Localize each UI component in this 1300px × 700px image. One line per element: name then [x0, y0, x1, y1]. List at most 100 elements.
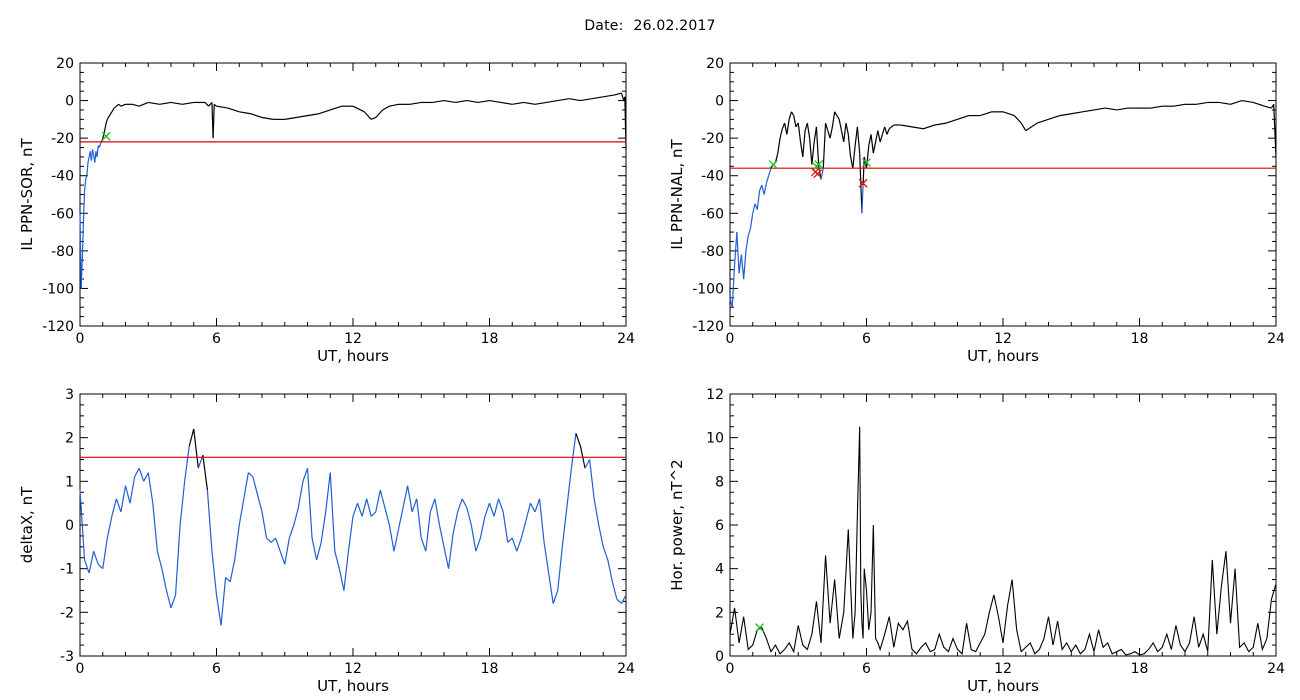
y-tick-label: 0 — [715, 649, 724, 665]
x-tick-label: 6 — [862, 331, 871, 347]
marker-red — [858, 178, 868, 188]
series-line-segment — [105, 119, 108, 124]
series-line-segment — [523, 101, 536, 105]
y-tick-label: -2 — [60, 605, 74, 621]
series-line-segment — [738, 254, 742, 274]
x-tick-label: 18 — [1131, 661, 1149, 677]
x-tick-label: 12 — [344, 661, 362, 677]
y-tick-label: 8 — [715, 474, 724, 490]
series-line-segment — [763, 183, 767, 195]
series-line-segment — [212, 104, 215, 139]
plot-frame — [79, 393, 627, 657]
series-line-segment — [602, 546, 609, 561]
series-line-segment — [429, 498, 436, 513]
marker-stroke — [768, 159, 778, 169]
series-line-segment — [138, 101, 149, 107]
series-line-segment — [790, 111, 795, 116]
series-line-segment — [161, 568, 168, 591]
series-line-segment — [815, 126, 820, 167]
series-line-segment — [797, 123, 802, 142]
series-line-segment — [261, 511, 268, 539]
series-line-segment — [870, 134, 874, 154]
series-line-segment — [129, 476, 136, 504]
series-line-segment — [384, 507, 390, 526]
x-tick-label: 0 — [76, 331, 85, 347]
y-tick-label: -3 — [60, 649, 74, 665]
series-line-segment — [91, 149, 95, 156]
series-line-segment — [580, 98, 592, 102]
series-line-segment — [520, 520, 527, 539]
series-line-segment — [911, 126, 924, 130]
series-line-segment — [170, 101, 183, 105]
series-line-segment — [502, 511, 509, 543]
series-line-segment — [239, 111, 251, 115]
series-line-segment — [548, 572, 554, 604]
series-line-segment — [370, 116, 376, 120]
series-line-segment — [768, 168, 772, 176]
series-line-segment — [389, 103, 399, 107]
series-line-segment — [318, 109, 331, 115]
series-line-segment — [307, 113, 319, 117]
series-line-segment — [270, 537, 277, 543]
series-line-segment — [393, 529, 400, 552]
y-tick-label: 0 — [715, 94, 724, 110]
marker-stroke — [813, 169, 823, 179]
series-line-segment — [900, 124, 913, 128]
series-line-segment — [86, 162, 89, 176]
series-line-segment — [836, 115, 840, 120]
series-line-segment — [243, 472, 249, 499]
series-line-segment — [352, 502, 359, 517]
series-line-segment — [561, 507, 568, 547]
series-line-segment — [213, 103, 217, 107]
series-line-segment — [845, 122, 849, 135]
series-line-segment — [111, 107, 115, 113]
series-line-segment — [1071, 111, 1083, 115]
series-line-segment — [455, 99, 467, 104]
series-line-segment — [872, 141, 877, 154]
y-tick-label: -120 — [42, 319, 74, 335]
series-line-segment — [93, 551, 99, 565]
series-line-segment — [184, 446, 190, 482]
series-line-segment — [1150, 105, 1163, 109]
series-line-segment — [96, 145, 99, 157]
series-line-segment — [1093, 107, 1106, 111]
series-line-segment — [862, 156, 865, 186]
series-line-segment — [284, 116, 297, 120]
series-line-segment — [116, 103, 120, 107]
series-line-segment — [534, 101, 547, 105]
series-line-segment — [731, 265, 736, 308]
series-line-segment — [87, 156, 90, 163]
series-line-segment — [809, 138, 813, 165]
marker-green — [101, 131, 111, 141]
y-tick-label: -60 — [51, 206, 74, 222]
series-line-segment — [311, 537, 318, 561]
series-line-segment — [104, 122, 107, 129]
series-line-segment — [611, 581, 618, 600]
x-tick-label: 24 — [1267, 331, 1285, 347]
series-line-segment — [861, 185, 864, 214]
x-tick-label: 6 — [212, 661, 221, 677]
series-line-segment — [745, 235, 749, 251]
y-tick-label: -40 — [51, 169, 74, 185]
series-line-segment — [106, 115, 111, 120]
y-tick-label: 4 — [715, 562, 724, 578]
chart-panel-ppn-sor: 0 6 12 18 24 -120 -100 -80 -60 -40 -20 0 20 UT, hours… — [18, 56, 635, 365]
series-line-segment — [500, 101, 513, 105]
series-line-segment — [566, 468, 572, 508]
x-tick-label: 12 — [994, 331, 1012, 347]
series-line-segment — [302, 468, 309, 482]
series-line-segment — [829, 126, 833, 139]
series-line-segment — [847, 134, 852, 157]
series-line-segment — [120, 485, 127, 513]
series-line-segment — [434, 498, 441, 526]
series-line-segment — [557, 98, 570, 102]
marker-green — [814, 159, 824, 169]
series-line-segment — [784, 122, 788, 135]
series-line-segment — [452, 511, 459, 534]
series-line-segment — [82, 190, 86, 223]
series-line-segment — [475, 537, 481, 552]
y-tick-label: 6 — [715, 518, 724, 534]
series-line-segment — [779, 128, 783, 139]
y-tick-label: -120 — [692, 319, 724, 335]
